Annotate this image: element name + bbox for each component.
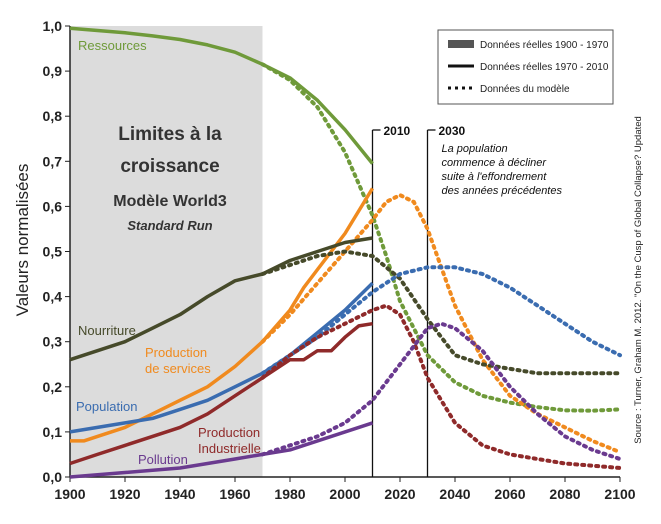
x-tick-label: 1980	[274, 486, 305, 502]
x-tick-label: 1900	[54, 486, 85, 502]
series-real-production-de-services	[70, 187, 374, 443]
series-real-ressources	[69, 26, 374, 165]
y-tick-label: 0,5	[43, 244, 63, 260]
series-label: Population	[76, 399, 137, 414]
series-label: Production	[198, 425, 260, 440]
x-tick-label: 1940	[164, 486, 195, 502]
series-model-pollution	[260, 321, 622, 461]
annotation-year-2010: 2010	[384, 124, 411, 138]
y-tick-label: 0,7	[43, 153, 63, 169]
series-real-pollution	[69, 421, 374, 479]
legend-swatch-shade	[448, 40, 474, 48]
series-model-ressources	[260, 62, 622, 413]
series-real-nourriture	[69, 236, 373, 362]
annotations: 2010 2030 La population commence à décliner…	[371, 124, 563, 477]
y-tick-label: 0,9	[43, 63, 63, 79]
series-model-production-de-services	[260, 192, 622, 455]
y-tick-label: 0,0	[43, 469, 63, 485]
y-axis-ticks: 0,0 0,1 0,2 0,3 0,4 0,5 0,6 0,7 0,8 0,9 1,0	[43, 18, 70, 485]
x-tick-label: 2000	[329, 486, 360, 502]
series-real-production-industrielle	[69, 321, 373, 466]
x-tick-label: 2100	[604, 486, 635, 502]
title-line-3: Modèle World3	[113, 193, 227, 210]
annotation-year-2030: 2030	[439, 124, 466, 138]
y-tick-label: 0,4	[43, 289, 63, 305]
chart-subtitle: Standard Run	[127, 218, 212, 233]
annotation-text-line: commence à décliner	[442, 157, 548, 169]
y-tick-label: 0,1	[43, 424, 63, 440]
y-tick-label: 0,6	[43, 198, 63, 214]
annotation-text-line: La population	[442, 143, 508, 155]
title-line-1: Limites à la	[118, 124, 222, 145]
legend-label-2: Données du modèle	[480, 84, 570, 95]
series-label: Industrielle	[198, 441, 261, 456]
x-tick-label: 2060	[494, 486, 525, 502]
series-group	[69, 26, 622, 479]
historical-data-shaded-region	[70, 26, 263, 477]
source-citation: Source : Turner, Graham M. 2012. "On the…	[633, 116, 644, 444]
legend-label-0: Données réelles 1900 - 1970	[480, 40, 609, 51]
annotation-text-line: suite à l'effondrement	[442, 171, 548, 183]
series-model-production-industrielle	[260, 303, 622, 470]
x-tick-label: 2020	[384, 486, 415, 502]
y-tick-label: 0,8	[43, 108, 63, 124]
y-tick-label: 0,2	[43, 379, 63, 395]
series-label: Ressources	[78, 38, 147, 53]
series-label: Nourriture	[78, 323, 136, 338]
x-axis-ticks: 1900 1920 1940 1960 1980 2000 2020 2040 2060 2080…	[54, 477, 636, 502]
series-label: Production	[145, 345, 207, 360]
annotation-text-line: des années précédentes	[442, 185, 563, 197]
y-tick-label: 0,3	[43, 334, 63, 350]
legend-label-1: Données réelles 1970 - 2010	[480, 62, 609, 73]
y-axis-label: Valeurs normalisées	[13, 164, 32, 317]
series-label: Pollution	[138, 452, 188, 467]
title-line-2: croissance	[120, 156, 219, 177]
x-tick-label: 1920	[109, 486, 140, 502]
series-label: de services	[145, 361, 211, 376]
series-model-population	[260, 265, 622, 376]
x-tick-label: 2080	[549, 486, 580, 502]
series-model-nourriture	[260, 249, 622, 376]
legend: Données réelles 1900 - 1970 Données réel…	[437, 29, 614, 105]
x-tick-label: 1960	[219, 486, 250, 502]
x-tick-label: 2040	[439, 486, 470, 502]
y-tick-label: 1,0	[43, 18, 63, 34]
chart-title: Limites à la croissance Modèle World3 St…	[113, 124, 227, 233]
series-real-population	[69, 281, 374, 434]
